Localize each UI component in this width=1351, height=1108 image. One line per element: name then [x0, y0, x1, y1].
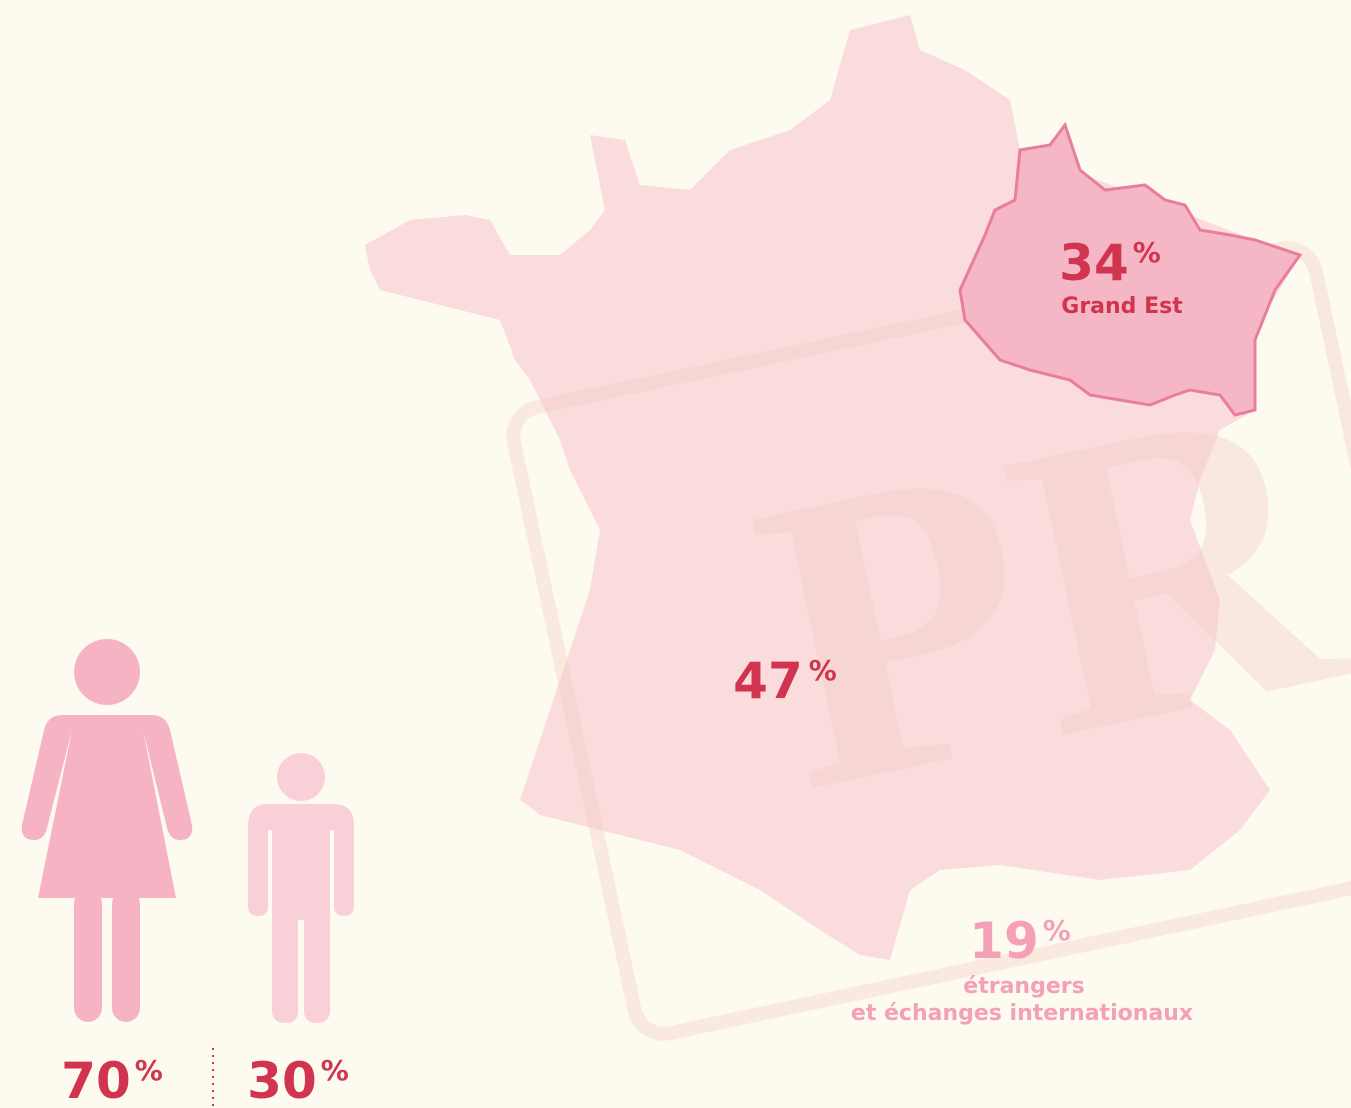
region-value: 19% [969, 912, 1071, 970]
text: 30 [247, 1052, 317, 1108]
text: 19 [969, 912, 1039, 970]
gender-value: 30% [247, 1052, 349, 1108]
text: % [1043, 914, 1071, 947]
grand-est-region [958, 121, 1303, 417]
man-icon [248, 753, 354, 1023]
region-label: et échanges internationaux [851, 1001, 1193, 1026]
region-value: 34% [1059, 234, 1161, 292]
region-label: Grand Est [1061, 294, 1183, 319]
text: 47 [733, 652, 803, 710]
region-label: étrangers [963, 974, 1084, 999]
text: 70 [61, 1052, 131, 1108]
text: % [809, 654, 837, 687]
gender-value: 70% [61, 1052, 163, 1108]
text: % [135, 1054, 163, 1087]
text: % [321, 1054, 349, 1087]
region-value: 47% [733, 652, 837, 710]
watermark-frame [506, 241, 1351, 1041]
woman-icon [21, 639, 193, 1022]
text: 34 [1059, 234, 1129, 292]
text: % [1133, 236, 1161, 269]
